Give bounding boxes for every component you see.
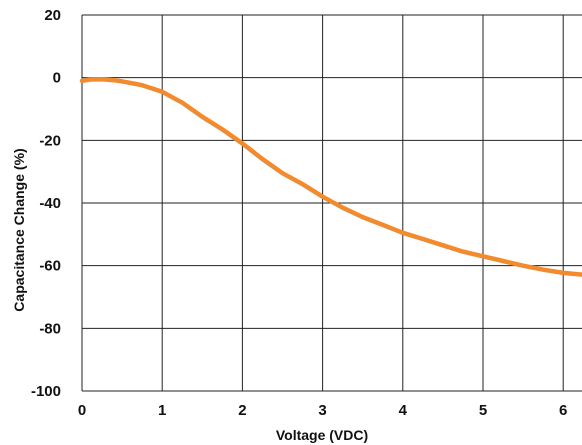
y-tick-label: -80 — [39, 320, 61, 337]
y-tick-label: -20 — [39, 132, 61, 149]
y-tick-label: -60 — [39, 258, 61, 275]
tick-labels: 20 0 -20 -40 -60 -80 -100 0 1 2 3 4 5 6 — [31, 7, 567, 419]
x-tick-label: 5 — [479, 402, 487, 419]
series-layer — [79, 76, 582, 277]
x-tick-label: 6 — [559, 402, 567, 419]
y-tick-label: -40 — [39, 195, 61, 212]
x-axis-label: Voltage (VDC) — [276, 427, 368, 443]
x-tick-label: 4 — [399, 402, 408, 419]
x-tick-label: 3 — [318, 402, 326, 419]
x-tick-label: 0 — [78, 402, 86, 419]
grid — [81, 14, 582, 392]
x-tick-label: 2 — [238, 402, 246, 419]
y-tick-label: -100 — [31, 383, 61, 400]
y-tick-label: 0 — [53, 70, 61, 87]
y-tick-label: 20 — [44, 7, 61, 24]
x-tick-label: 1 — [158, 402, 166, 419]
series-line-capacitance — [79, 76, 582, 277]
y-axis-label: Capacitance Change (%) — [11, 148, 27, 311]
